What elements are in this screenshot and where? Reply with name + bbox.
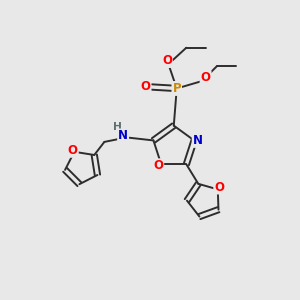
Text: N: N: [193, 134, 203, 147]
Text: O: O: [153, 159, 163, 172]
Text: N: N: [118, 130, 128, 142]
Text: O: O: [162, 54, 172, 67]
Text: O: O: [140, 80, 151, 94]
Text: O: O: [68, 144, 78, 157]
Text: H: H: [113, 122, 122, 132]
Text: O: O: [214, 181, 224, 194]
Text: P: P: [172, 82, 181, 95]
Text: O: O: [201, 71, 211, 84]
